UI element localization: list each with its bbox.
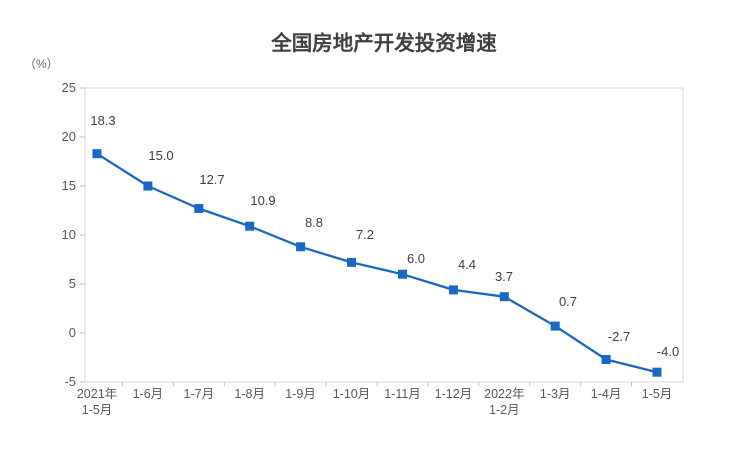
svg-text:1-4月: 1-4月 [591,387,622,401]
svg-text:6.0: 6.0 [407,251,425,266]
svg-text:全国房地产开发投资增速: 全国房地产开发投资增速 [270,31,497,55]
svg-text:-4.0: -4.0 [657,344,679,359]
svg-text:1-12月: 1-12月 [435,387,473,401]
svg-text:1-2月: 1-2月 [489,403,520,417]
svg-text:12.7: 12.7 [199,172,224,187]
svg-text:8.8: 8.8 [305,215,323,230]
svg-text:1-11月: 1-11月 [384,387,421,401]
svg-text:1-7月: 1-7月 [184,387,215,401]
svg-text:10.9: 10.9 [250,193,275,208]
svg-text:7.2: 7.2 [356,227,374,242]
svg-text:2022年: 2022年 [484,387,524,401]
svg-text:1-5月: 1-5月 [642,387,673,401]
svg-text:1-10月: 1-10月 [333,387,371,401]
svg-text:1-8月: 1-8月 [234,387,265,401]
svg-text:1-3月: 1-3月 [540,387,571,401]
svg-text:20: 20 [62,129,76,144]
svg-text:15: 15 [62,178,76,193]
svg-text:0.7: 0.7 [559,294,577,309]
svg-text:-2.7: -2.7 [608,329,630,344]
svg-text:1-9月: 1-9月 [285,387,316,401]
svg-text:1-6月: 1-6月 [133,387,164,401]
svg-text:-5: -5 [64,374,76,389]
svg-text:18.3: 18.3 [90,113,115,128]
svg-text:15.0: 15.0 [148,148,173,163]
svg-text:0: 0 [69,325,76,340]
svg-text:2021年: 2021年 [77,387,117,401]
svg-text:3.7: 3.7 [495,269,513,284]
svg-text:25: 25 [62,80,76,95]
svg-text:1-5月: 1-5月 [82,403,113,417]
svg-text:（%）: （%） [24,57,59,71]
svg-text:4.4: 4.4 [458,257,476,272]
svg-text:10: 10 [62,227,76,242]
svg-text:5: 5 [69,276,76,291]
